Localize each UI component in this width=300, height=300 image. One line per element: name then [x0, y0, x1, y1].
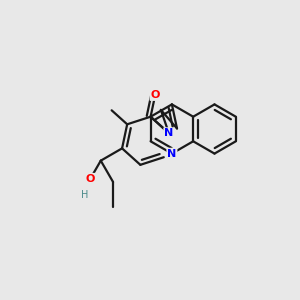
Text: H: H: [81, 190, 88, 200]
Text: N: N: [164, 128, 173, 138]
Text: N: N: [167, 148, 176, 159]
Text: O: O: [85, 174, 95, 184]
Text: O: O: [151, 90, 160, 100]
